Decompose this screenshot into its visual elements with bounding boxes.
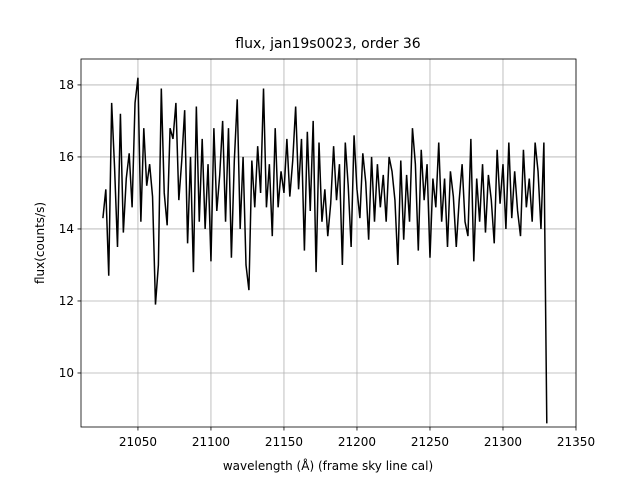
- chart-title: flux, jan19s0023, order 36: [235, 36, 421, 52]
- plot-frame: [80, 58, 577, 428]
- x-tick-label: 21350: [557, 435, 595, 449]
- y-tick-label: 16: [59, 150, 74, 164]
- data-line: [102, 77, 548, 424]
- y-axis-label: flux(counts/s): [33, 202, 47, 284]
- y-tick-label: 14: [59, 222, 74, 236]
- x-tick-label: 21300: [484, 435, 522, 449]
- x-tick-label: 21050: [119, 435, 157, 449]
- x-axis-label: wavelength (Å) (frame sky line cal): [223, 458, 433, 473]
- y-tick-label: 12: [59, 294, 74, 308]
- y-tick-label: 18: [59, 78, 74, 92]
- y-tick-label: 10: [59, 366, 74, 380]
- x-tick-label: 21100: [192, 435, 230, 449]
- x-tick-label: 21200: [338, 435, 376, 449]
- x-tick-label: 21250: [411, 435, 449, 449]
- x-tick-label: 21150: [265, 435, 303, 449]
